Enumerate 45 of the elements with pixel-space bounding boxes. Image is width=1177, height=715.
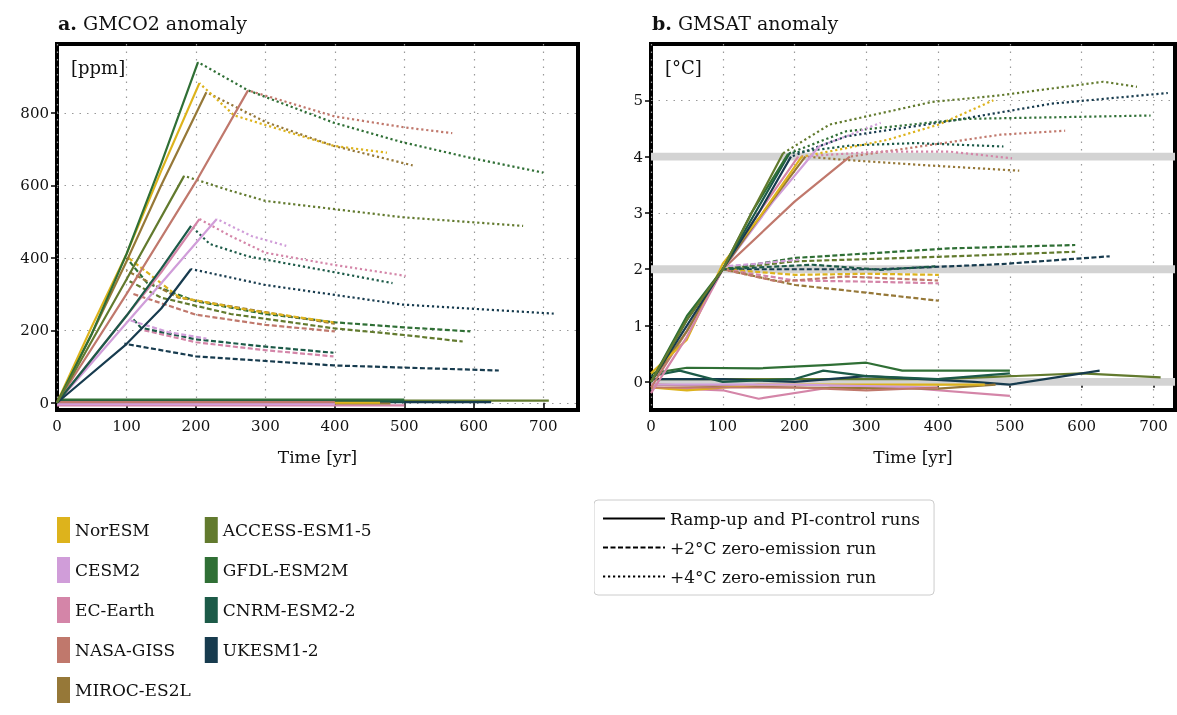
legend-label: EC-Earth bbox=[75, 600, 155, 620]
y-tick-label: 200 bbox=[20, 321, 49, 340]
y-tick-label: 1 bbox=[633, 316, 643, 335]
y-axis-title: [ppm] bbox=[71, 56, 126, 78]
x-axis-title: Time [yr] bbox=[277, 446, 358, 467]
chart-title: b. GMSAT anomaly bbox=[652, 11, 839, 34]
y-tick-label: 5 bbox=[633, 91, 643, 110]
y-tick-label: 0 bbox=[633, 372, 643, 391]
legend-label: NASA-GISS bbox=[75, 640, 176, 660]
y-tick-label: 3 bbox=[633, 203, 643, 222]
y-tick-label: 400 bbox=[20, 248, 49, 267]
y-tick-label: 2 bbox=[633, 260, 643, 279]
x-tick-label: 400 bbox=[320, 416, 350, 435]
legend-label: GFDL-ESM2M bbox=[222, 560, 349, 580]
x-tick-label: 600 bbox=[1067, 416, 1097, 435]
y-tick-label: 800 bbox=[20, 103, 49, 122]
x-tick-label: 500 bbox=[390, 416, 419, 435]
y-tick-label: 0 bbox=[39, 393, 49, 412]
x-tick-label: 100 bbox=[708, 416, 738, 435]
legend-label: +2°C zero-emission run bbox=[670, 537, 877, 558]
legend-label: UKESM1-2 bbox=[222, 640, 319, 660]
x-tick-label: 600 bbox=[459, 416, 489, 435]
y-tick-label: 4 bbox=[633, 147, 643, 166]
legend-label: NorESM bbox=[75, 520, 150, 540]
x-tick-label: 700 bbox=[528, 416, 558, 435]
legend-label: CESM2 bbox=[75, 560, 141, 580]
legend-label: Ramp-up and PI-control runs bbox=[670, 508, 921, 529]
x-tick-label: 0 bbox=[52, 416, 62, 435]
x-tick-label: 200 bbox=[181, 416, 211, 435]
legend-label: +4°C zero-emission run bbox=[670, 566, 877, 587]
legend-label: CNRM-ESM2-2 bbox=[222, 600, 356, 620]
x-tick-label: 400 bbox=[923, 416, 953, 435]
chart-title: a. GMCO2 anomaly bbox=[58, 11, 248, 34]
x-axis-title: Time [yr] bbox=[873, 446, 953, 467]
x-tick-label: 300 bbox=[251, 416, 280, 435]
x-tick-label: 0 bbox=[646, 416, 656, 435]
x-tick-label: 100 bbox=[112, 416, 141, 435]
y-axis-title: [°C] bbox=[665, 56, 702, 78]
legend-label: MIROC-ES2L bbox=[75, 680, 191, 700]
x-tick-label: 700 bbox=[1139, 416, 1168, 435]
y-tick-label: 600 bbox=[20, 176, 49, 195]
legend-label: ACCESS-ESM1-5 bbox=[221, 520, 372, 540]
x-tick-label: 500 bbox=[995, 416, 1025, 435]
x-tick-label: 300 bbox=[852, 416, 881, 435]
x-tick-label: 200 bbox=[780, 416, 809, 435]
